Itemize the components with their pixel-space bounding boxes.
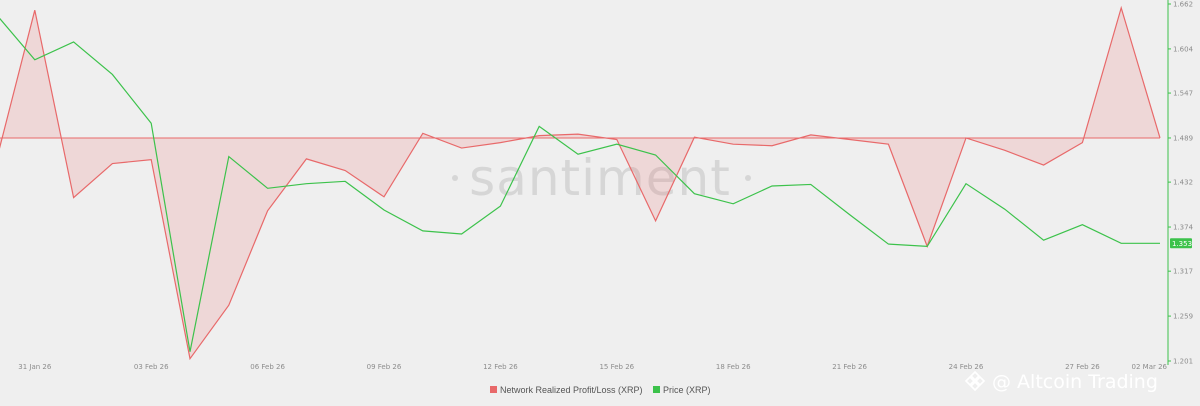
x-tick-label: 03 Feb 26 [134,363,169,371]
x-tick-label: 21 Feb 26 [832,363,867,371]
binance-icon [964,370,986,392]
y-tick-label: 1.259 [1173,313,1193,321]
credit-text: @ Altcoin Trading [992,371,1158,393]
y-tick-label: 1.432 [1173,179,1193,187]
x-tick-label: 24 Feb 26 [949,363,984,371]
x-tick-label: 18 Feb 26 [716,363,751,371]
x-tick-label: 12 Feb 26 [483,363,518,371]
y-tick-label: 1.374 [1173,224,1194,232]
price-line [0,17,1160,352]
legend: Network Realized Profit/Loss (XRP) Price… [490,385,711,395]
x-tick-label: 02 Mar 26 [1132,363,1168,371]
x-tick-label: 27 Feb 26 [1065,363,1100,371]
watermark-dot [452,175,458,181]
legend-swatch-profit-loss [490,386,497,393]
watermark: santiment [469,149,731,207]
axes: 1.662 1.604 1.547 1.489 1.432 1.374 1.317 1.259… [18,0,1194,371]
x-tick-label: 31 Jan 26 [18,363,52,371]
x-tick-label: 09 Feb 26 [367,363,402,371]
legend-label-price[interactable]: Price (XRP) [663,385,711,395]
watermark-dot [745,175,751,181]
y-tick-label: 1.201 [1173,358,1193,366]
y-tick-label: 1.317 [1173,268,1193,276]
y-tick-label: 1.604 [1173,45,1194,53]
price-last-value-badge [1170,238,1192,249]
credit-logo [964,370,986,392]
legend-label-profit-loss[interactable]: Network Realized Profit/Loss (XRP) [500,385,643,395]
x-tick-label: 06 Feb 26 [250,363,285,371]
y-tick-label: 1.547 [1173,90,1193,98]
y-tick-label: 1.662 [1173,1,1193,9]
plot-area [0,5,1161,361]
y-tick-label: 1.489 [1173,134,1193,142]
profit-loss-area [0,7,1160,359]
profit-loss-line [0,5,1161,361]
x-tick-label: 15 Feb 26 [599,363,634,371]
price-last-value-label: 1.353 [1172,240,1192,248]
legend-swatch-price [653,386,660,393]
